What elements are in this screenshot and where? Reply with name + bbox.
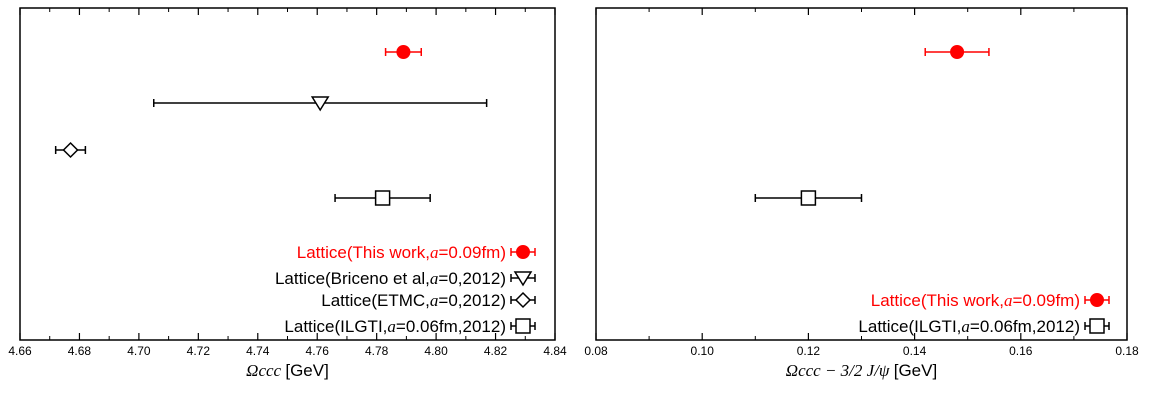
x-tick-label: 0.08 [584, 344, 608, 358]
legend-marker [516, 245, 530, 259]
legend-label: Lattice(ILGTI,a=0.06fm,2012) [858, 317, 1080, 336]
x-tick-label: 4.82 [484, 344, 508, 358]
legend-marker [1090, 293, 1104, 307]
x-tick-label: 4.66 [8, 344, 32, 358]
x-tick-label: 0.16 [1009, 344, 1033, 358]
left-panel: 4.66 4.68 4.70 4.72 4.74 4.76 4.78 4.80 4.82 4.84… [8, 7, 567, 380]
x-tick-label: 4.72 [187, 344, 211, 358]
right-panel: 0.08 0.10 0.12 0.14 0.16 0.18 Ωccc − 3/2 J/ψ [… [584, 7, 1139, 380]
legend-label: Lattice(This work,a=0.09fm) [871, 291, 1080, 310]
x-tick-label: 0.14 [903, 344, 927, 358]
x-tick-label: 4.70 [127, 344, 151, 358]
x-tick-label: 0.12 [797, 344, 821, 358]
x-tick-label: 4.80 [424, 344, 448, 358]
data-point [800, 190, 817, 206]
legend-label: Lattice(ILGTI,a=0.06fm,2012) [284, 317, 506, 336]
data-point [396, 45, 411, 59]
legend-marker [1089, 318, 1105, 334]
x-tick-label: 4.78 [365, 344, 389, 358]
legend-label: Lattice(ETMC,a=0,2012) [321, 291, 506, 310]
legend-marker [515, 318, 531, 334]
x-tick-label: 4.74 [246, 344, 270, 358]
legend-marker [514, 291, 532, 309]
x-tick-label: 0.10 [691, 344, 715, 358]
x-tick-label: 4.84 [543, 344, 567, 358]
data-point [950, 45, 965, 59]
x-axis-label: Ωccc − 3/2 J/ψ [GeV] [786, 361, 937, 380]
x-tick-label: 4.76 [306, 344, 330, 358]
data-point [310, 96, 330, 112]
x-axis-label: Ωccc [GeV] [246, 361, 329, 380]
legend-marker [513, 271, 533, 287]
data-point [62, 141, 79, 159]
legend-label: Lattice(Briceno et al,a=0,2012) [275, 269, 506, 288]
x-tick-label: 4.68 [68, 344, 92, 358]
x-tick-label: 0.18 [1115, 344, 1139, 358]
data-point [374, 190, 391, 206]
legend-label: Lattice(This work,a=0.09fm) [297, 243, 506, 262]
